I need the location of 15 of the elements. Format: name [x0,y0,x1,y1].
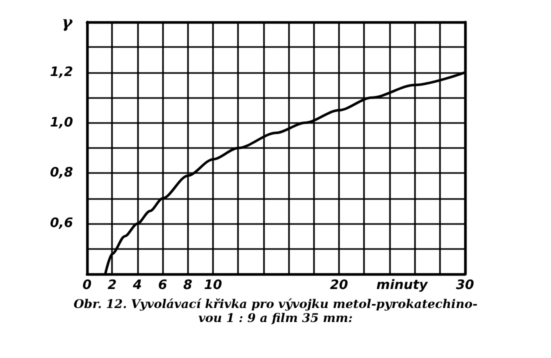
text: Obr. 12. Vyvolávací křivka pro vývojku metol-pyrokatechino- vou 1 : 9 a film 35 mm: [74,297,478,325]
y-tick-label: 0,6 [50,216,73,232]
x-axis-title: minuty [376,278,428,293]
x-tick-label: 4 [132,278,142,293]
y-tick-label: 0,8 [50,166,73,181]
x-tick-label: 0 [82,278,92,293]
y-tick-label: 1,0 [50,115,73,130]
y-axis-title: γ [62,12,74,32]
x-tick-label: 6 [158,278,168,293]
x-tick-label: 2 [108,278,117,293]
x-tick-label: 20 [330,278,348,293]
x-tick-label: 30 [456,278,474,293]
y-tick-label: 1,2 [50,64,73,80]
x-tick-label: 10 [204,278,222,293]
x-tick-label: 8 [183,278,192,293]
